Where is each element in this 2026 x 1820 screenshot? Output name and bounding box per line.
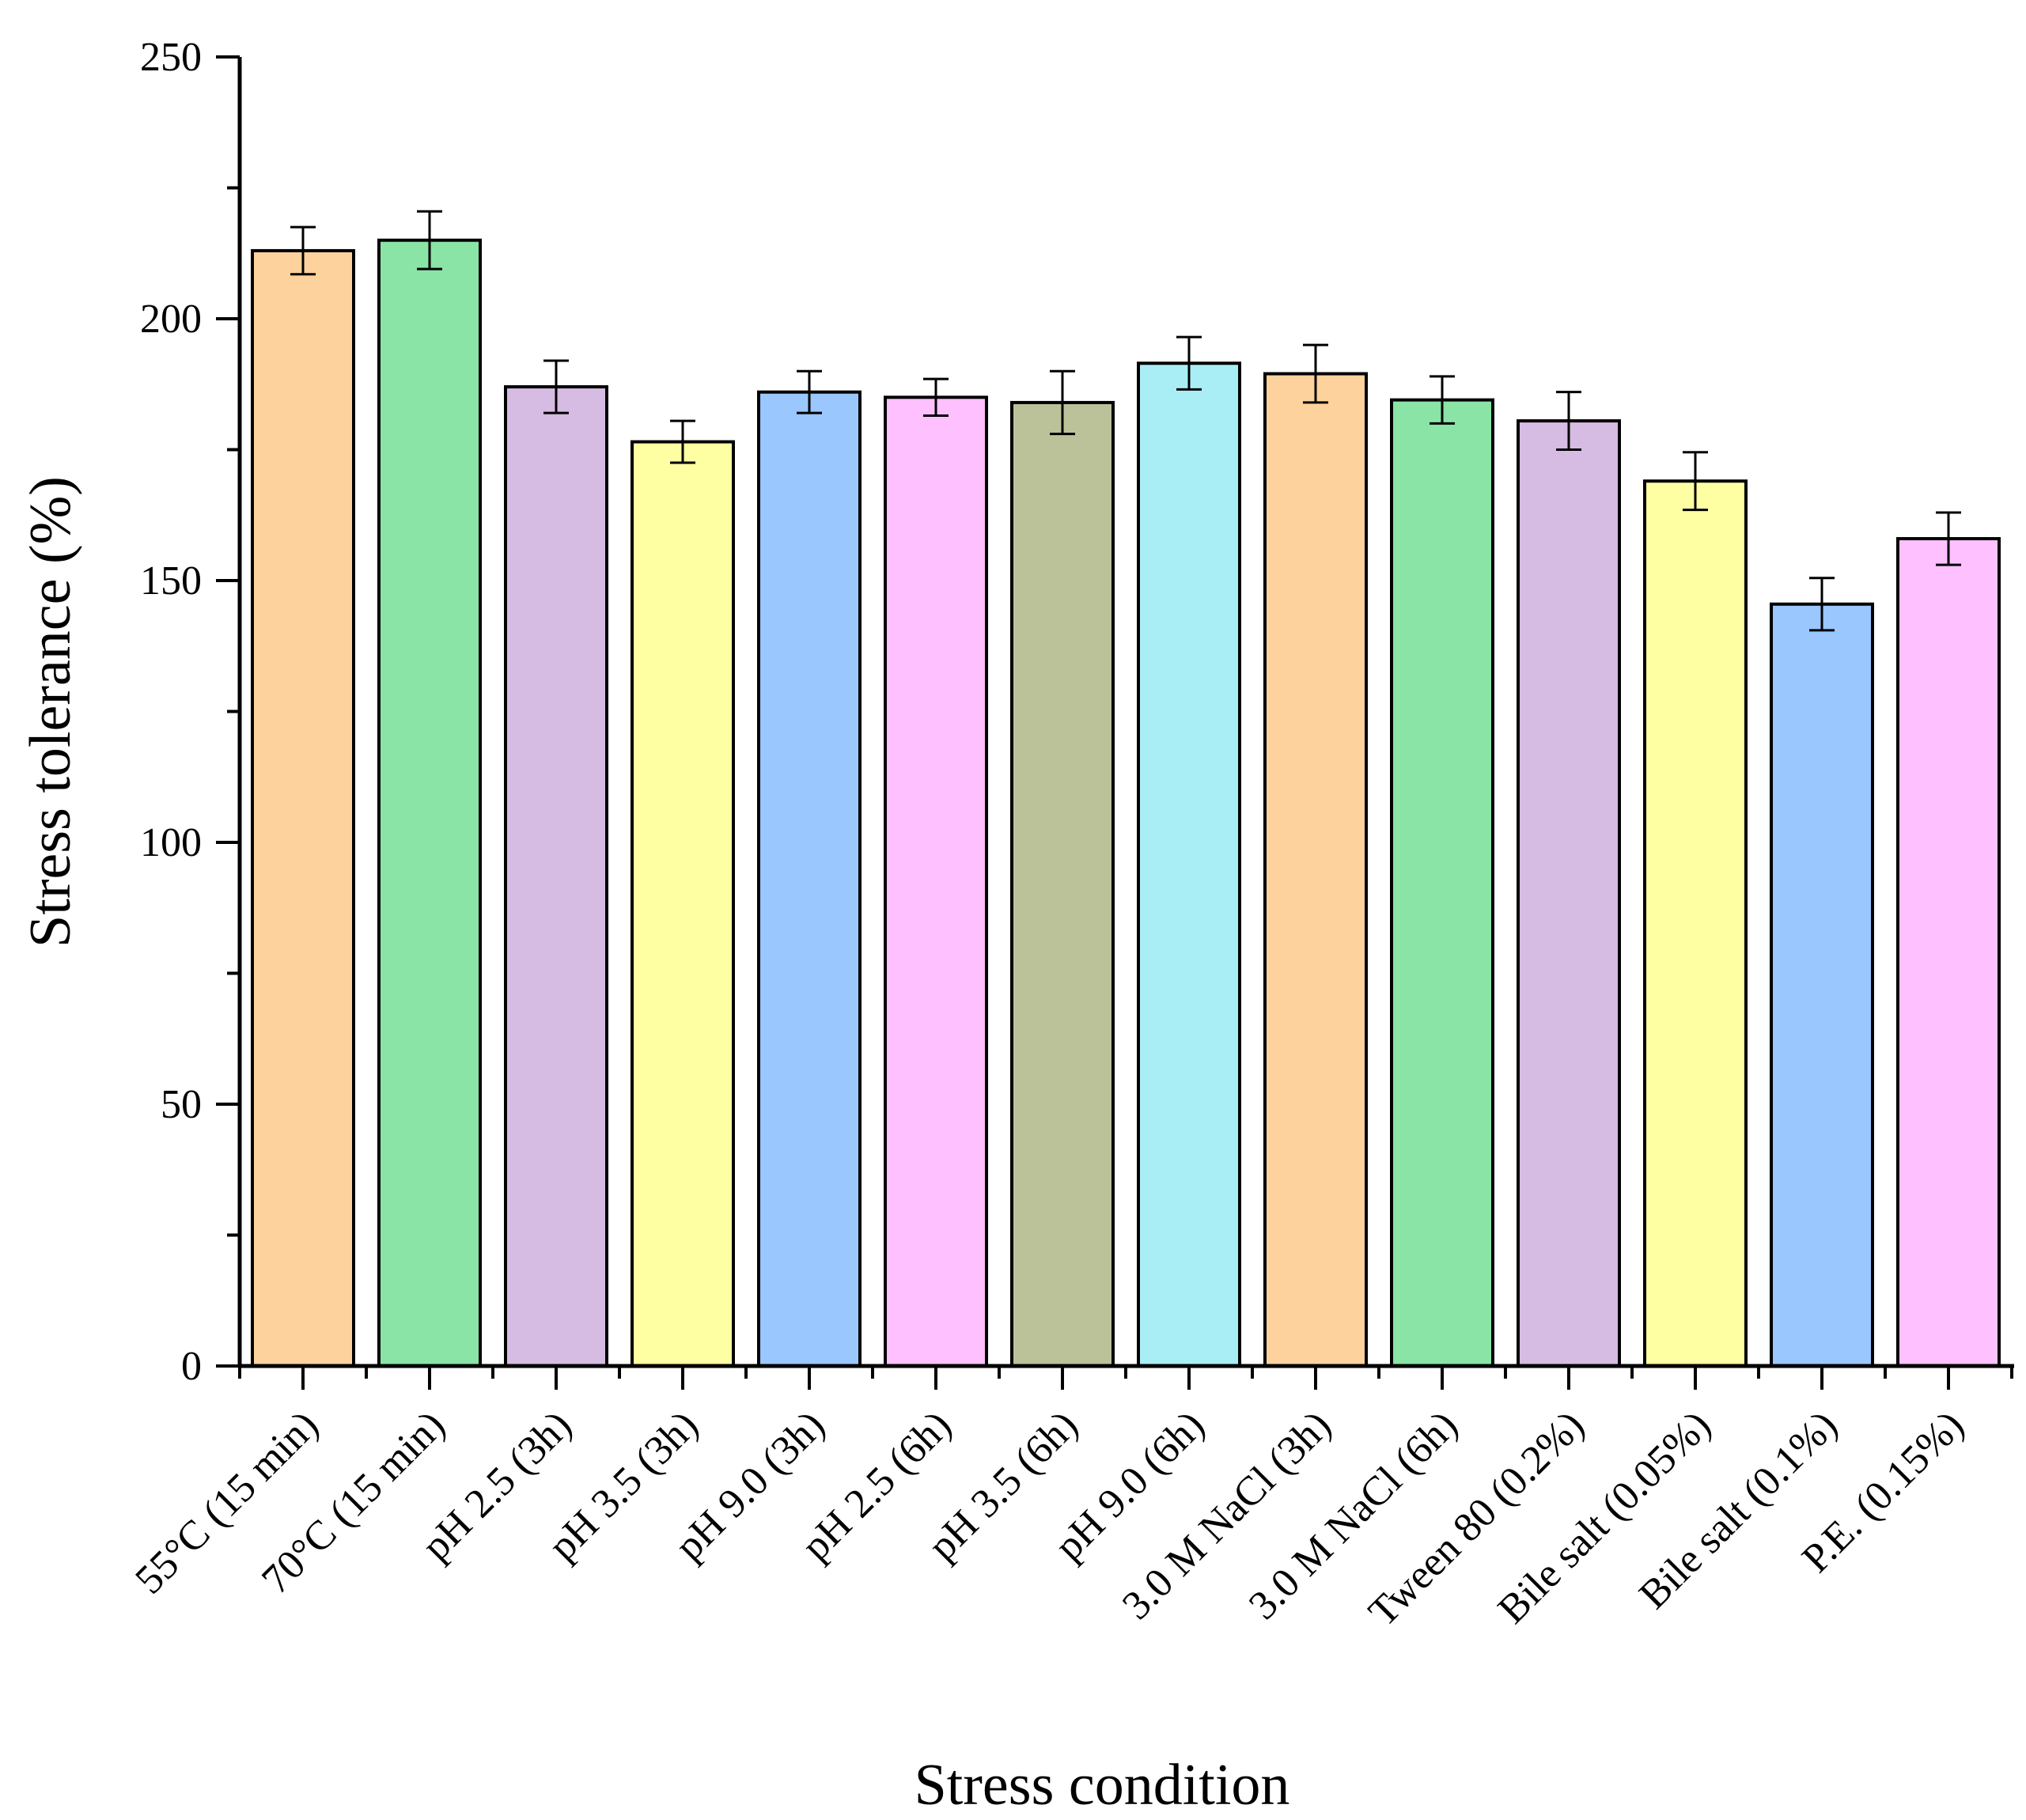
bar [1896, 537, 2001, 1368]
x-axis-title: Stress condition [915, 1753, 1290, 1818]
y-tick-labels: 0 50 100 150 200 250 [140, 35, 202, 1389]
bar [1010, 400, 1115, 1368]
x-tick-labels: 55°C (15 min)70°C (15 min)pH 2.5 (3h)pH … [127, 1402, 1972, 1635]
x-tick-label: Tween 80 (0.2%) [1360, 1402, 1592, 1635]
bar [1643, 479, 1748, 1368]
bar [884, 395, 988, 1368]
y-tick-label: 250 [140, 35, 202, 80]
y-tick-label: 150 [140, 558, 202, 604]
bar [504, 385, 608, 1368]
y-tick-label: 0 [181, 1344, 202, 1389]
error-bars-layer [290, 210, 1961, 632]
y-tick-label: 200 [140, 297, 202, 342]
bar [377, 238, 482, 1368]
bar [1263, 372, 1368, 1368]
bar [1137, 361, 1241, 1368]
bar [251, 248, 355, 1368]
y-tick-label: 50 [161, 1082, 202, 1127]
bar [757, 390, 862, 1368]
bar [1517, 419, 1621, 1368]
y-axis-title: Stress tolerance (%) [18, 476, 83, 948]
bar [1770, 602, 1874, 1368]
bars-layer [251, 238, 2001, 1368]
x-tick-label: Bile salt (0.05%) [1490, 1402, 1719, 1632]
bar [1390, 398, 1494, 1368]
y-tick-label: 100 [140, 820, 202, 865]
bar [631, 440, 735, 1368]
axes-layer [216, 55, 2014, 1390]
